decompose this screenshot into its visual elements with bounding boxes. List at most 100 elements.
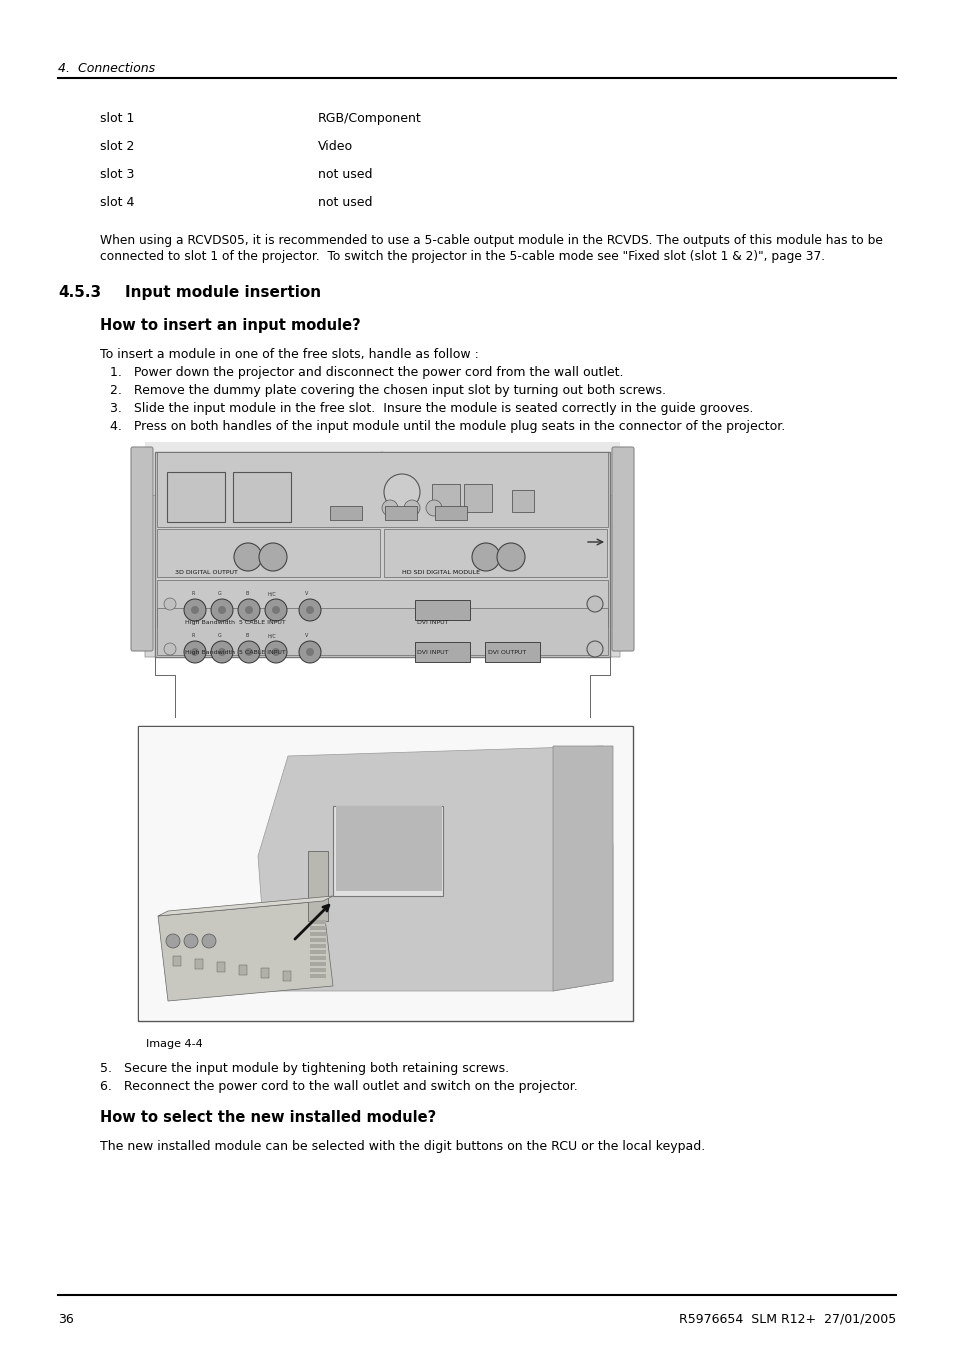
FancyBboxPatch shape [310,950,326,954]
Circle shape [184,640,206,663]
Text: B: B [245,634,249,638]
Circle shape [298,640,320,663]
Text: DVI OUTPUT: DVI OUTPUT [488,650,526,655]
Text: When using a RCVDS05, it is recommended to use a 5-cable output module in the RC: When using a RCVDS05, it is recommended … [100,234,882,247]
FancyBboxPatch shape [157,580,607,627]
Text: H/C: H/C [268,634,276,638]
Circle shape [472,543,499,571]
Text: DVI INPUT: DVI INPUT [416,620,448,626]
Circle shape [202,934,215,948]
Text: HD SDI DIGITAL MODULE: HD SDI DIGITAL MODULE [401,570,479,576]
Text: slot 2: slot 2 [100,141,134,153]
Text: not used: not used [317,168,372,181]
FancyBboxPatch shape [310,974,326,978]
Text: To insert a module in one of the free slots, handle as follow :: To insert a module in one of the free sl… [100,349,478,361]
Text: R: R [192,634,194,638]
Circle shape [306,607,314,613]
Circle shape [586,596,602,612]
Text: V: V [305,590,309,596]
Circle shape [426,500,441,516]
FancyBboxPatch shape [154,453,609,657]
Circle shape [237,640,260,663]
Text: 3.   Slide the input module in the free slot.  Insure the module is seated corre: 3. Slide the input module in the free sl… [110,403,753,415]
Text: RGB/Component: RGB/Component [317,112,421,126]
FancyBboxPatch shape [167,471,225,521]
FancyBboxPatch shape [415,642,470,662]
Circle shape [272,648,280,657]
FancyBboxPatch shape [310,957,326,961]
Text: H/C: H/C [268,590,276,596]
Circle shape [497,543,524,571]
FancyBboxPatch shape [157,453,607,527]
Text: The new installed module can be selected with the digit buttons on the RCU or th: The new installed module can be selected… [100,1140,704,1152]
Circle shape [233,543,262,571]
FancyBboxPatch shape [330,507,361,520]
Text: slot 3: slot 3 [100,168,134,181]
FancyBboxPatch shape [310,969,326,971]
Text: 2.   Remove the dummy plate covering the chosen input slot by turning out both s: 2. Remove the dummy plate covering the c… [110,384,665,397]
Text: Video: Video [317,141,353,153]
Text: V: V [305,634,309,638]
Text: slot 1: slot 1 [100,112,134,126]
FancyBboxPatch shape [435,507,467,520]
FancyBboxPatch shape [233,471,291,521]
Circle shape [403,500,419,516]
Polygon shape [158,896,333,916]
FancyBboxPatch shape [415,600,470,620]
Text: High Bandwidth  5 CABLE INPUT: High Bandwidth 5 CABLE INPUT [185,650,286,655]
FancyBboxPatch shape [138,725,633,1021]
FancyBboxPatch shape [385,507,416,520]
FancyBboxPatch shape [310,925,326,929]
Circle shape [298,598,320,621]
Text: High Bandwidth  5 CABLE INPUT: High Bandwidth 5 CABLE INPUT [185,620,286,626]
FancyBboxPatch shape [612,447,634,651]
Text: 6.   Reconnect the power cord to the wall outlet and switch on the projector.: 6. Reconnect the power cord to the wall … [100,1079,578,1093]
Circle shape [184,934,198,948]
FancyBboxPatch shape [239,965,247,975]
FancyBboxPatch shape [310,920,326,924]
FancyBboxPatch shape [310,938,326,942]
Text: 3D DIGITAL OUTPUT: 3D DIGITAL OUTPUT [174,570,237,576]
Text: DVI INPUT: DVI INPUT [416,650,448,655]
Circle shape [211,598,233,621]
Polygon shape [553,746,613,992]
Circle shape [164,643,175,655]
FancyBboxPatch shape [463,484,492,512]
Circle shape [191,607,199,613]
Text: 4.   Press on both handles of the input module until the module plug seats in th: 4. Press on both handles of the input mo… [110,420,784,434]
FancyBboxPatch shape [310,962,326,966]
Circle shape [191,648,199,657]
Text: G: G [218,634,222,638]
Circle shape [306,648,314,657]
Circle shape [184,598,206,621]
FancyBboxPatch shape [310,932,326,936]
Circle shape [272,607,280,613]
FancyBboxPatch shape [131,447,152,651]
Circle shape [166,934,180,948]
Text: connected to slot 1 of the projector.  To switch the projector in the 5-cable mo: connected to slot 1 of the projector. To… [100,250,824,263]
Polygon shape [158,901,333,1001]
FancyBboxPatch shape [157,530,379,577]
Circle shape [265,640,287,663]
Circle shape [237,598,260,621]
Circle shape [218,607,226,613]
Text: 36: 36 [58,1313,73,1325]
Circle shape [384,474,419,509]
Text: How to insert an input module?: How to insert an input module? [100,317,360,332]
FancyBboxPatch shape [512,490,534,512]
Text: B: B [245,590,249,596]
FancyBboxPatch shape [432,484,459,512]
Text: R5976654  SLM R12+  27/01/2005: R5976654 SLM R12+ 27/01/2005 [678,1313,895,1325]
Text: 5.   Secure the input module by tightening both retaining screws.: 5. Secure the input module by tightening… [100,1062,509,1075]
FancyBboxPatch shape [333,807,442,896]
FancyBboxPatch shape [145,442,619,657]
Circle shape [211,640,233,663]
FancyBboxPatch shape [261,969,269,978]
Text: R: R [192,590,194,596]
Text: not used: not used [317,196,372,209]
Circle shape [265,598,287,621]
Circle shape [381,500,397,516]
Text: G: G [218,590,222,596]
Circle shape [218,648,226,657]
Text: 4.  Connections: 4. Connections [58,62,155,76]
